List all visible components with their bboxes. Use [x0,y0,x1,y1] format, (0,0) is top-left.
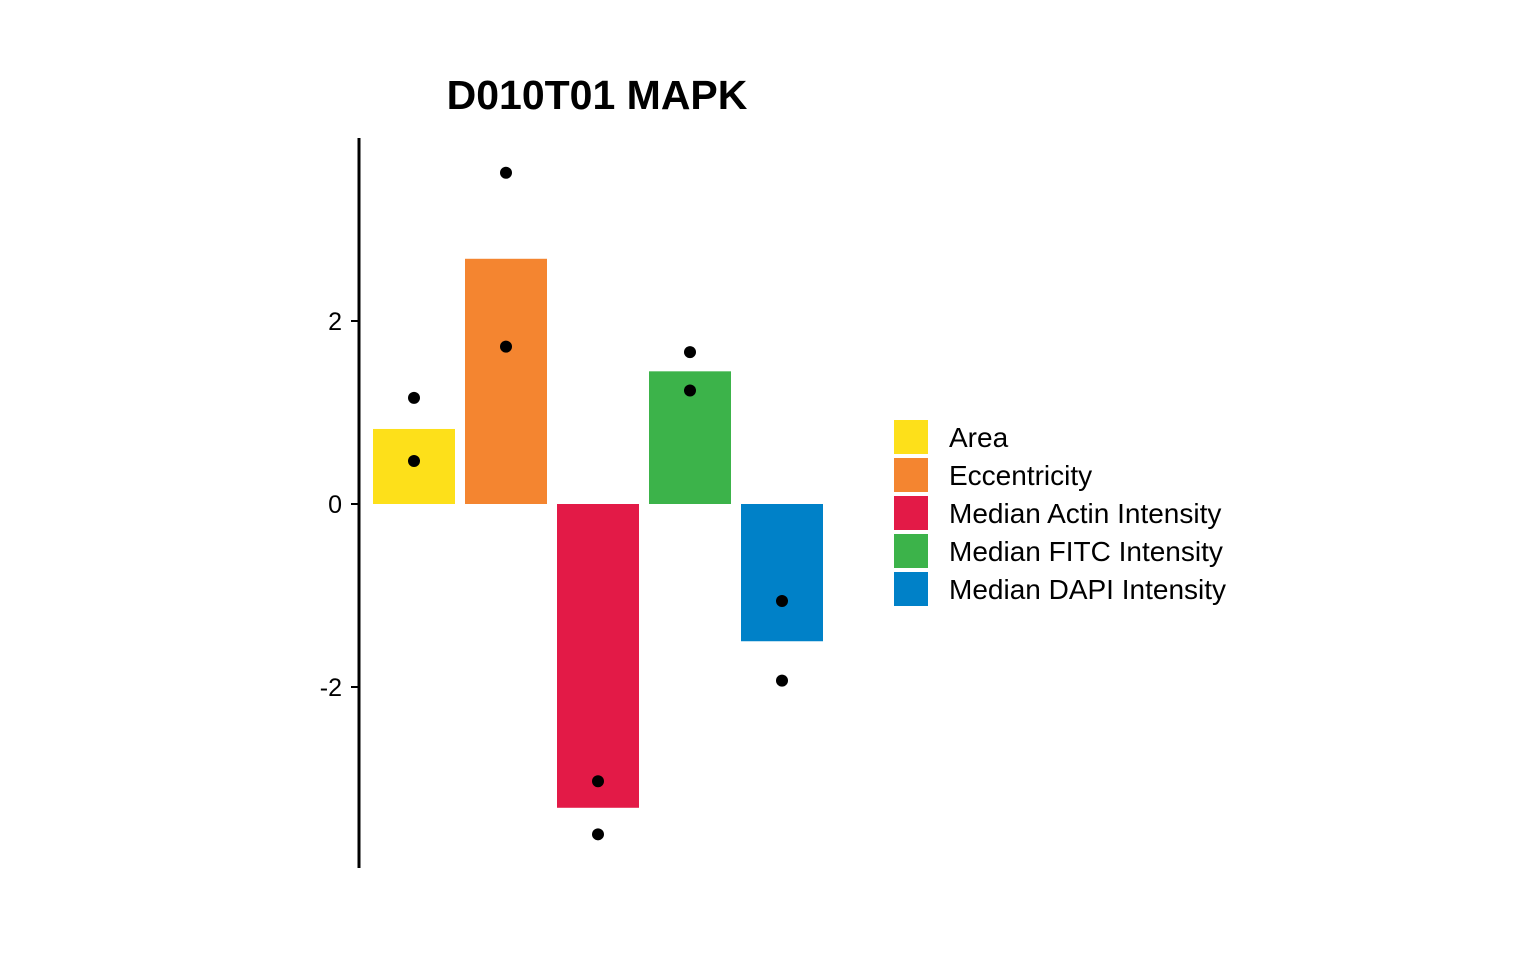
data-point-median-actin-intensity [592,828,604,841]
bar-median-dapi-intensity [741,504,823,642]
legend-key-median-fitc-intensity [894,534,928,568]
legend-key-median-dapi-intensity [894,572,928,606]
chart-title: D010T01 MAPK [447,72,748,118]
legend-key-area [894,420,928,454]
y-tick-label: -2 [320,674,342,702]
data-point-median-fitc-intensity [684,384,696,397]
legend-label-area: Area [949,422,1009,453]
y-axis-ticks: -2 0 2 [320,308,359,702]
bars-group [373,258,823,808]
data-points-group [408,166,788,841]
y-tick-label: 2 [328,308,342,336]
data-point-median-dapi-intensity [776,674,788,687]
legend-label-median-dapi-intensity: Median DAPI Intensity [949,574,1226,605]
legend-label-eccentricity: Eccentricity [949,460,1092,491]
data-point-eccentricity [500,340,512,353]
bar-median-actin-intensity [557,504,639,808]
data-point-area [408,454,420,467]
legend-label-median-actin-intensity: Median Actin Intensity [949,498,1221,529]
data-point-median-fitc-intensity [684,346,696,359]
legend-key-eccentricity [894,458,928,492]
data-point-area [408,391,420,404]
y-tick-label: 0 [328,491,342,519]
legend-key-median-actin-intensity [894,496,928,530]
bar-eccentricity [465,258,547,504]
data-point-median-dapi-intensity [776,594,788,607]
data-point-eccentricity [500,166,512,179]
legend-label-median-fitc-intensity: Median FITC Intensity [949,536,1223,567]
legend: Area Eccentricity Median Actin Intensity Me… [894,420,1226,606]
data-point-median-actin-intensity [592,775,604,788]
